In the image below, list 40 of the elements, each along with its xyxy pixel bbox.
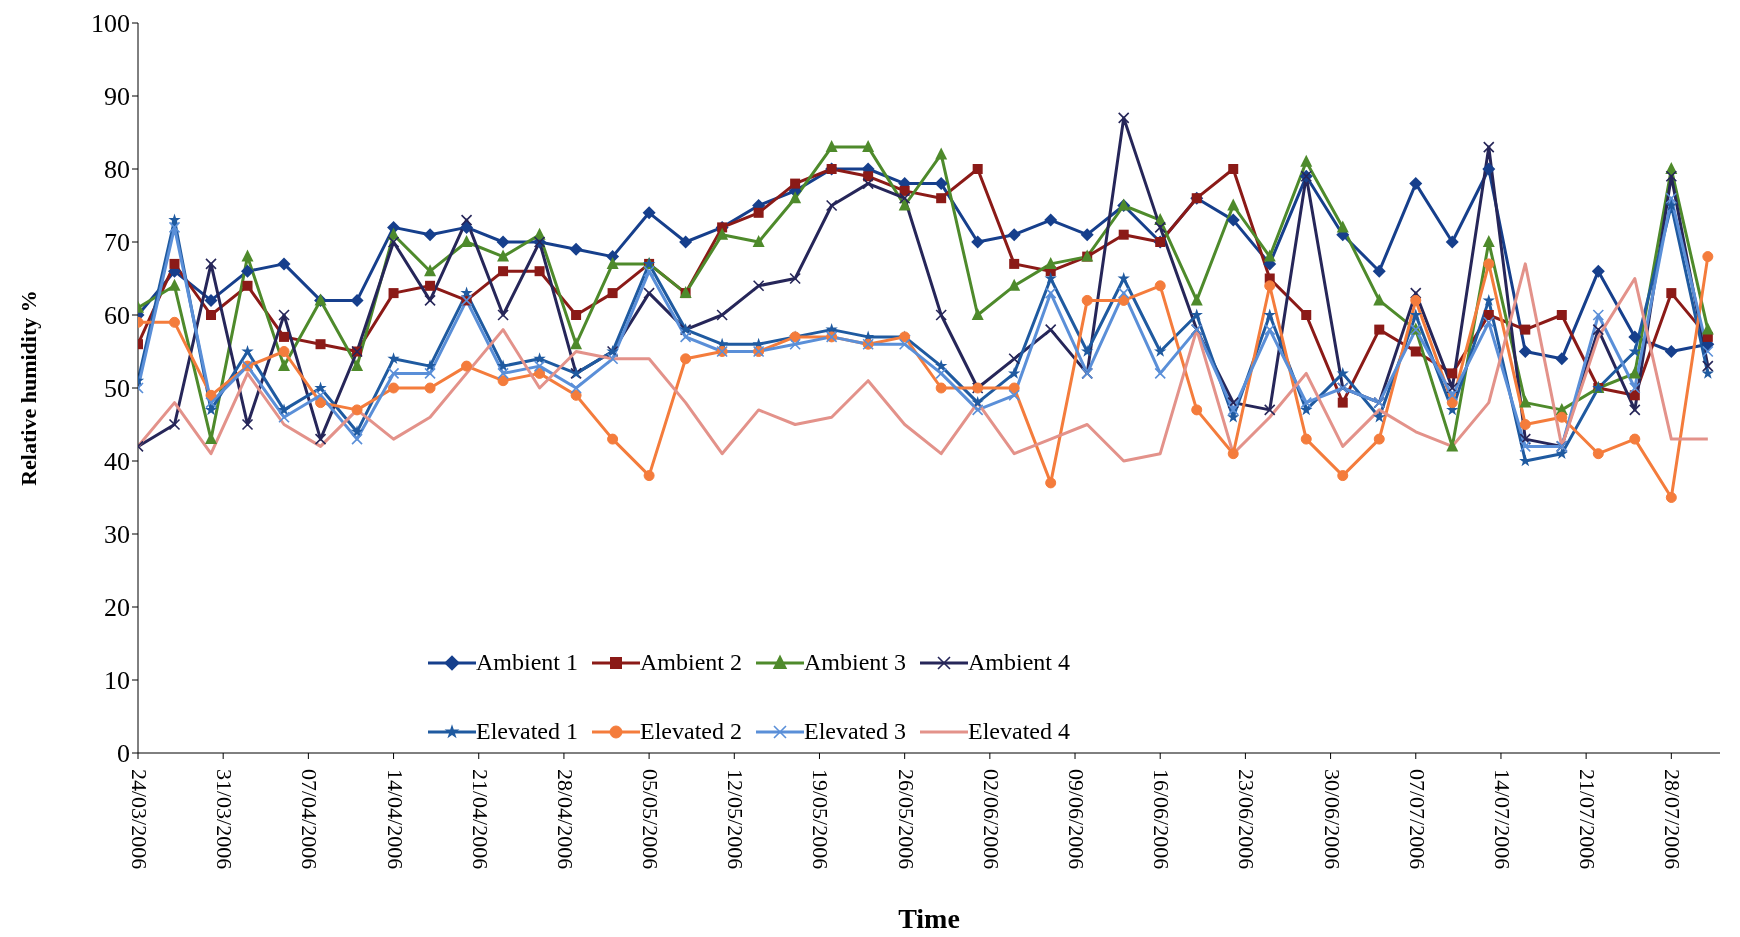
x-tick-label: 23/06/2006 [1234, 769, 1260, 870]
x-tick-label: 09/06/2006 [1064, 769, 1090, 870]
y-tick-label: 0 [117, 739, 130, 769]
x-tick-label: 26/05/2006 [893, 769, 919, 870]
y-tick-label: 80 [104, 155, 130, 185]
x-tick-label: 31/03/2006 [212, 769, 238, 870]
legend-label: Elevated 3 [804, 718, 906, 745]
x-tick-label: 30/06/2006 [1319, 769, 1345, 870]
x-tick-label: 21/04/2006 [467, 769, 493, 870]
y-tick-label: 50 [104, 374, 130, 404]
legend-label: Ambient 1 [476, 649, 578, 676]
y-tick-label: 30 [104, 520, 130, 550]
x-tick-label: 02/06/2006 [978, 769, 1004, 870]
y-axis-title: Relative humidity % [15, 290, 41, 486]
legend-label: Ambient 4 [968, 649, 1070, 676]
y-tick-label: 70 [104, 228, 130, 258]
x-tick-label: 07/07/2006 [1404, 769, 1430, 870]
y-tick-label: 20 [104, 593, 130, 623]
y-tick-label: 40 [104, 447, 130, 477]
y-tick-label: 90 [104, 82, 130, 112]
x-tick-label: 28/04/2006 [552, 769, 578, 870]
legend-label: Elevated 1 [476, 718, 578, 745]
y-tick-label: 10 [104, 666, 130, 696]
legend-label: Ambient 3 [804, 649, 906, 676]
x-tick-label: 21/07/2006 [1575, 769, 1601, 870]
y-tick-label: 100 [91, 9, 130, 39]
x-tick-label: 24/03/2006 [127, 769, 152, 870]
legend-label: Elevated 4 [968, 718, 1070, 745]
x-tick-label: 12/05/2006 [723, 769, 749, 870]
x-tick-label: 07/04/2006 [297, 769, 323, 870]
x-axis-title: Time [898, 903, 960, 934]
x-tick-label: 14/04/2006 [382, 769, 408, 870]
legend-label: Ambient 2 [640, 649, 742, 676]
y-tick-label: 60 [104, 301, 130, 331]
x-tick-label: 19/05/2006 [808, 769, 834, 870]
legend-label: Elevated 2 [640, 718, 742, 745]
x-tick-label: 14/07/2006 [1489, 769, 1515, 870]
x-tick-label: 05/05/2006 [638, 769, 664, 870]
x-tick-label: 16/06/2006 [1149, 769, 1175, 870]
x-tick-label: 28/07/2006 [1660, 769, 1686, 870]
